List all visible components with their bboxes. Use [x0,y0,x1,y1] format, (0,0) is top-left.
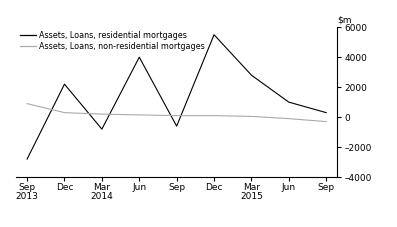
Text: $m: $m [337,15,352,24]
Legend: Assets, Loans, residential mortgages, Assets, Loans, non-residential mortgages: Assets, Loans, residential mortgages, As… [17,28,208,54]
